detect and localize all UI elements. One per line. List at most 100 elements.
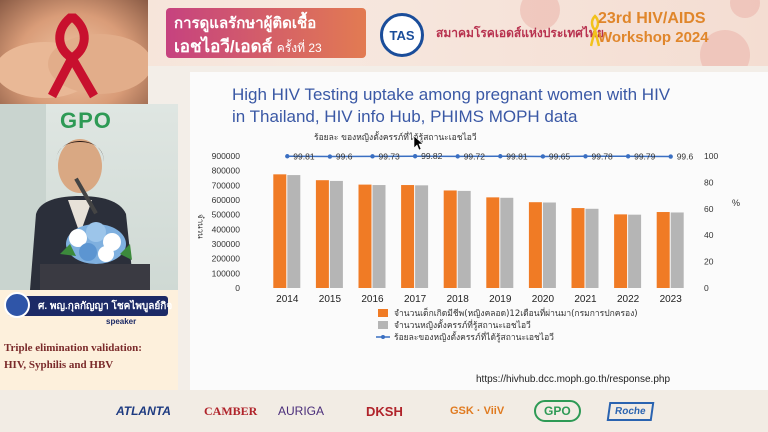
bar-births-2017 [401, 185, 415, 288]
sponsor-bar: ATLANTA CAMBER AURIGA DKSH GSK · ViiV GP… [0, 390, 768, 432]
y-tick-label: 900000 [212, 151, 241, 161]
y-tick-label: 400000 [212, 224, 241, 234]
bar-tested-2017 [415, 185, 429, 288]
bar-tested-2019 [500, 197, 514, 288]
workshop-title-line2: Workshop 2024 [598, 29, 709, 46]
speaker-name: ศ. พญ.กุลกัญญา โชคไพบูลย์กิจ [38, 301, 173, 312]
workshop-title: 23rd HIV/AIDS Workshop 2024 [598, 10, 709, 46]
bar-tested-2016 [372, 185, 386, 288]
x-tick-label: 2018 [447, 294, 470, 305]
x-tick-label: 2014 [276, 294, 299, 305]
bar-tested-2018 [457, 190, 471, 288]
y-tick-label: 200000 [212, 254, 241, 264]
bar-births-2023 [656, 212, 670, 288]
x-tick-label: 2017 [404, 294, 427, 305]
legend-swatch [378, 309, 388, 317]
bar-births-2015 [315, 180, 329, 288]
speaker-name-bar: ศ. พญ.กุลกัญญา โชคไพบูลย์กิจ [8, 296, 172, 316]
y2-axis-label: % [732, 198, 740, 208]
sponsor-dksh-logo: DKSH [366, 403, 403, 419]
percent-data-label: 99.6 [336, 152, 353, 162]
percent-point-2020 [540, 154, 546, 159]
sponsor-atlanta-logo: ATLANTA [116, 404, 171, 418]
event-title-line1: การดูแลรักษาผู้ติดเชื้อ [174, 15, 317, 32]
bar-tested-2014 [287, 175, 301, 288]
percent-point-2023 [668, 154, 673, 159]
legend-line-marker [381, 335, 385, 339]
bar-tested-2021 [585, 208, 599, 288]
bar-births-2022 [614, 214, 628, 288]
x-tick-label: 2020 [532, 294, 555, 305]
bar-births-2020 [528, 202, 542, 288]
percent-point-2015 [327, 154, 333, 159]
percent-point-2014 [285, 154, 290, 159]
legend-entry: จำนวนเด็กเกิดมีชีพ(หญิงคลอด)12เดือนที่ผ่… [394, 307, 638, 319]
sponsor-camber-logo: CAMBER [204, 403, 258, 418]
speaker-name-card: ศ. พญ.กุลกัญญา โชคไพบูลย์กิจ speaker [0, 290, 178, 332]
y2-tick-label: 0 [704, 283, 709, 293]
percent-point-2018 [455, 154, 460, 159]
hands-ribbon-photo [0, 0, 148, 104]
bar-tested-2023 [670, 212, 684, 288]
slide-title-line2: in Thailand, HIV info Hub, PHIMS MOPH da… [232, 107, 578, 126]
percent-point-2019 [498, 154, 503, 159]
percent-data-label: 99.81 [293, 151, 315, 161]
percent-data-label: 99.65 [549, 151, 571, 161]
percent-data-label: 99.6 [677, 152, 694, 162]
bar-births-2016 [358, 184, 372, 288]
percent-data-label: 99.82 [421, 151, 443, 161]
y2-tick-label: 40 [704, 230, 714, 240]
sponsor-roche-logo: Roche [606, 390, 654, 432]
y-tick-label: 100000 [212, 268, 241, 278]
slide-title-line1: High HIV Testing uptake among pregnant w… [232, 85, 671, 104]
x-tick-label: 2016 [361, 294, 384, 305]
bar-tested-2022 [628, 214, 642, 288]
event-title-line2: เอชไอวี/เอดส์ ครั้งที่ 23 [174, 37, 322, 56]
yellow-ribbon-icon [590, 14, 600, 47]
bar-births-2021 [571, 208, 585, 288]
sponsor-auriga-logo: AURIGA [278, 404, 325, 418]
slide-title: High HIV Testing uptake among pregnant w… [232, 84, 670, 128]
bar-births-2014 [273, 174, 287, 288]
event-banner: การดูแลรักษาผู้ติดเชื้อ เอชไอวี/เอดส์ คร… [0, 0, 768, 66]
mouse-cursor-icon [414, 136, 424, 150]
speaker-badge-icon [4, 292, 30, 318]
x-tick-label: 2021 [574, 294, 597, 305]
source-url: https://hivhub.dcc.moph.go.th/response.p… [476, 374, 671, 385]
percent-data-label: 99.73 [379, 151, 401, 161]
speaker-figure [0, 104, 150, 290]
presentation-slide: High HIV Testing uptake among pregnant w… [190, 72, 768, 390]
talk-topic-line2: HIV, Syphilis and HBV [4, 359, 114, 371]
percent-point-2021 [583, 154, 588, 159]
speaker-role: speaker [106, 317, 137, 326]
chart-title: ร้อยละ ของหญิงตั้งครรภ์ที่ได้รู้สถานะเอช… [314, 131, 477, 143]
tas-logo: TAS [380, 13, 424, 57]
legend-swatch [378, 321, 388, 329]
association-name: สมาคมโรคเอดส์แห่งประเทศไทย [436, 26, 604, 40]
y2-tick-label: 60 [704, 204, 714, 214]
y-tick-label: 600000 [212, 195, 241, 205]
sponsor-gpo-logo: GPO [534, 390, 581, 432]
percent-point-2022 [625, 154, 631, 159]
percent-data-label: 99.79 [634, 151, 656, 161]
percent-data-label: 99.78 [592, 151, 614, 161]
percent-data-label: 99.72 [464, 151, 486, 161]
y2-tick-label: 20 [704, 257, 714, 267]
talk-topic-line1: Triple elimination validation: [4, 342, 142, 354]
bar-births-2019 [486, 197, 500, 288]
x-tick-label: 2015 [319, 294, 342, 305]
legend-entry: จำนวนหญิงตั้งครรภ์ที่รู้สถานะเอชไอวี [394, 319, 531, 331]
y-tick-label: 300000 [212, 239, 241, 249]
workshop-title-line1: 23rd HIV/AIDS [598, 10, 706, 27]
bar-tested-2020 [542, 202, 556, 288]
y-tick-label: 800000 [212, 166, 241, 176]
y-tick-label: 500000 [212, 210, 241, 220]
event-title: การดูแลรักษาผู้ติดเชื้อ เอชไอวี/เอดส์ คร… [166, 8, 366, 58]
y-tick-label: 0 [235, 283, 240, 293]
percent-point-2017 [412, 154, 418, 159]
x-tick-label: 2022 [617, 294, 640, 305]
x-tick-label: 2023 [660, 294, 683, 305]
gpo-wall-logo: GPO [60, 108, 112, 133]
percent-point-2016 [370, 154, 375, 159]
talk-topic: Triple elimination validation: HIV, Syph… [0, 332, 178, 390]
